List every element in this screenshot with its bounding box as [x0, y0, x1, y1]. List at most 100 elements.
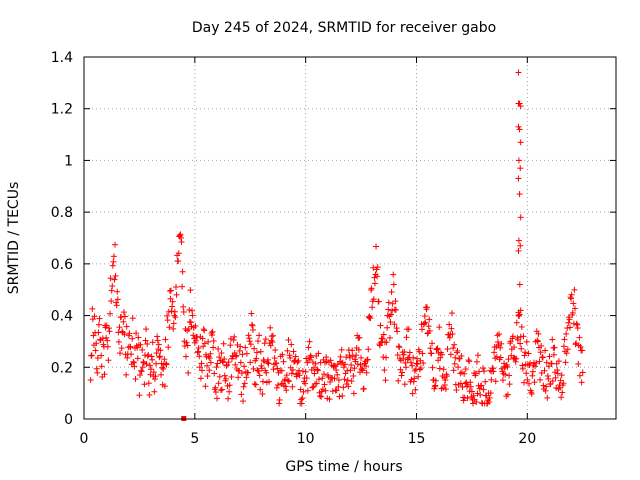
data-point	[95, 321, 102, 328]
data-point	[302, 380, 309, 387]
data-point	[189, 312, 196, 319]
data-point	[269, 338, 276, 345]
data-point	[212, 389, 219, 396]
data-point	[564, 346, 571, 353]
data-point	[214, 395, 220, 402]
data-point	[163, 360, 170, 367]
data-point	[89, 305, 96, 312]
data-point	[475, 352, 482, 359]
data-point	[517, 307, 524, 314]
data-point	[558, 394, 565, 401]
data-point	[424, 304, 431, 311]
data-point	[233, 352, 240, 359]
data-point	[173, 291, 180, 298]
data-point	[180, 303, 187, 310]
data-point	[345, 383, 352, 390]
data-point	[300, 388, 307, 395]
data-point	[477, 391, 484, 398]
data-point	[555, 358, 562, 365]
data-point	[476, 385, 483, 392]
data-point	[243, 374, 250, 381]
data-point	[540, 382, 547, 389]
data-point	[529, 372, 536, 379]
data-point	[236, 347, 243, 354]
data-point	[263, 369, 270, 376]
data-point	[460, 397, 467, 404]
data-point	[165, 344, 172, 351]
y-tick-label: 1	[64, 153, 73, 169]
data-point	[482, 378, 489, 385]
data-point	[489, 365, 496, 372]
data-point	[110, 258, 117, 265]
data-point	[346, 352, 353, 359]
data-point	[177, 234, 184, 241]
data-point	[409, 362, 416, 369]
x-tick-label: 15	[408, 431, 426, 447]
data-point	[428, 350, 435, 357]
data-point	[152, 373, 159, 380]
data-point	[561, 336, 568, 343]
axis-ticks	[83, 56, 616, 420]
data-point	[579, 369, 586, 376]
data-point	[250, 326, 257, 333]
data-point	[518, 323, 525, 330]
data-point	[129, 315, 136, 322]
data-point	[568, 295, 575, 302]
data-point	[196, 364, 203, 371]
data-point	[195, 344, 202, 351]
data-point	[155, 341, 162, 348]
data-point	[138, 368, 145, 375]
data-point	[181, 343, 188, 350]
data-point	[440, 385, 447, 392]
data-point	[383, 354, 390, 361]
data-point	[473, 358, 480, 365]
data-point	[426, 316, 433, 323]
data-point	[409, 390, 416, 397]
data-point	[272, 347, 279, 354]
data-point	[367, 315, 374, 322]
data-point	[107, 310, 114, 317]
data-point	[427, 345, 434, 352]
data-point	[454, 347, 461, 354]
data-point	[98, 363, 105, 370]
data-point	[318, 393, 325, 400]
data-point	[535, 330, 542, 337]
data-point	[559, 389, 566, 396]
data-point	[210, 337, 217, 344]
data-point	[227, 342, 234, 349]
data-point	[509, 333, 516, 340]
data-point	[264, 356, 271, 363]
data-point	[261, 358, 268, 365]
data-point	[329, 388, 336, 395]
data-point	[365, 346, 372, 353]
data-point	[284, 377, 291, 384]
data-point	[395, 377, 402, 384]
data-point	[240, 398, 247, 405]
data-point	[248, 321, 255, 328]
data-point	[114, 288, 121, 295]
data-point	[308, 354, 315, 361]
data-point	[153, 350, 160, 357]
data-point	[344, 367, 351, 374]
data-point	[347, 354, 353, 361]
data-point	[464, 395, 471, 402]
data-point	[197, 375, 204, 382]
data-point	[156, 353, 163, 360]
data-point	[256, 332, 263, 339]
data-point	[396, 344, 403, 351]
data-point	[104, 343, 111, 350]
data-point	[296, 372, 303, 379]
y-axis-label: SRMTID / TECUs	[6, 182, 22, 295]
data-point	[315, 376, 322, 383]
data-point	[199, 367, 206, 374]
data-point	[551, 344, 558, 351]
data-point	[467, 383, 474, 390]
data-point	[227, 335, 234, 342]
data-point	[370, 296, 377, 303]
data-point	[488, 376, 495, 383]
data-point	[579, 347, 586, 354]
data-point	[175, 258, 182, 265]
data-point	[358, 354, 365, 361]
x-tick-label: 0	[80, 431, 89, 447]
data-point	[314, 367, 321, 374]
